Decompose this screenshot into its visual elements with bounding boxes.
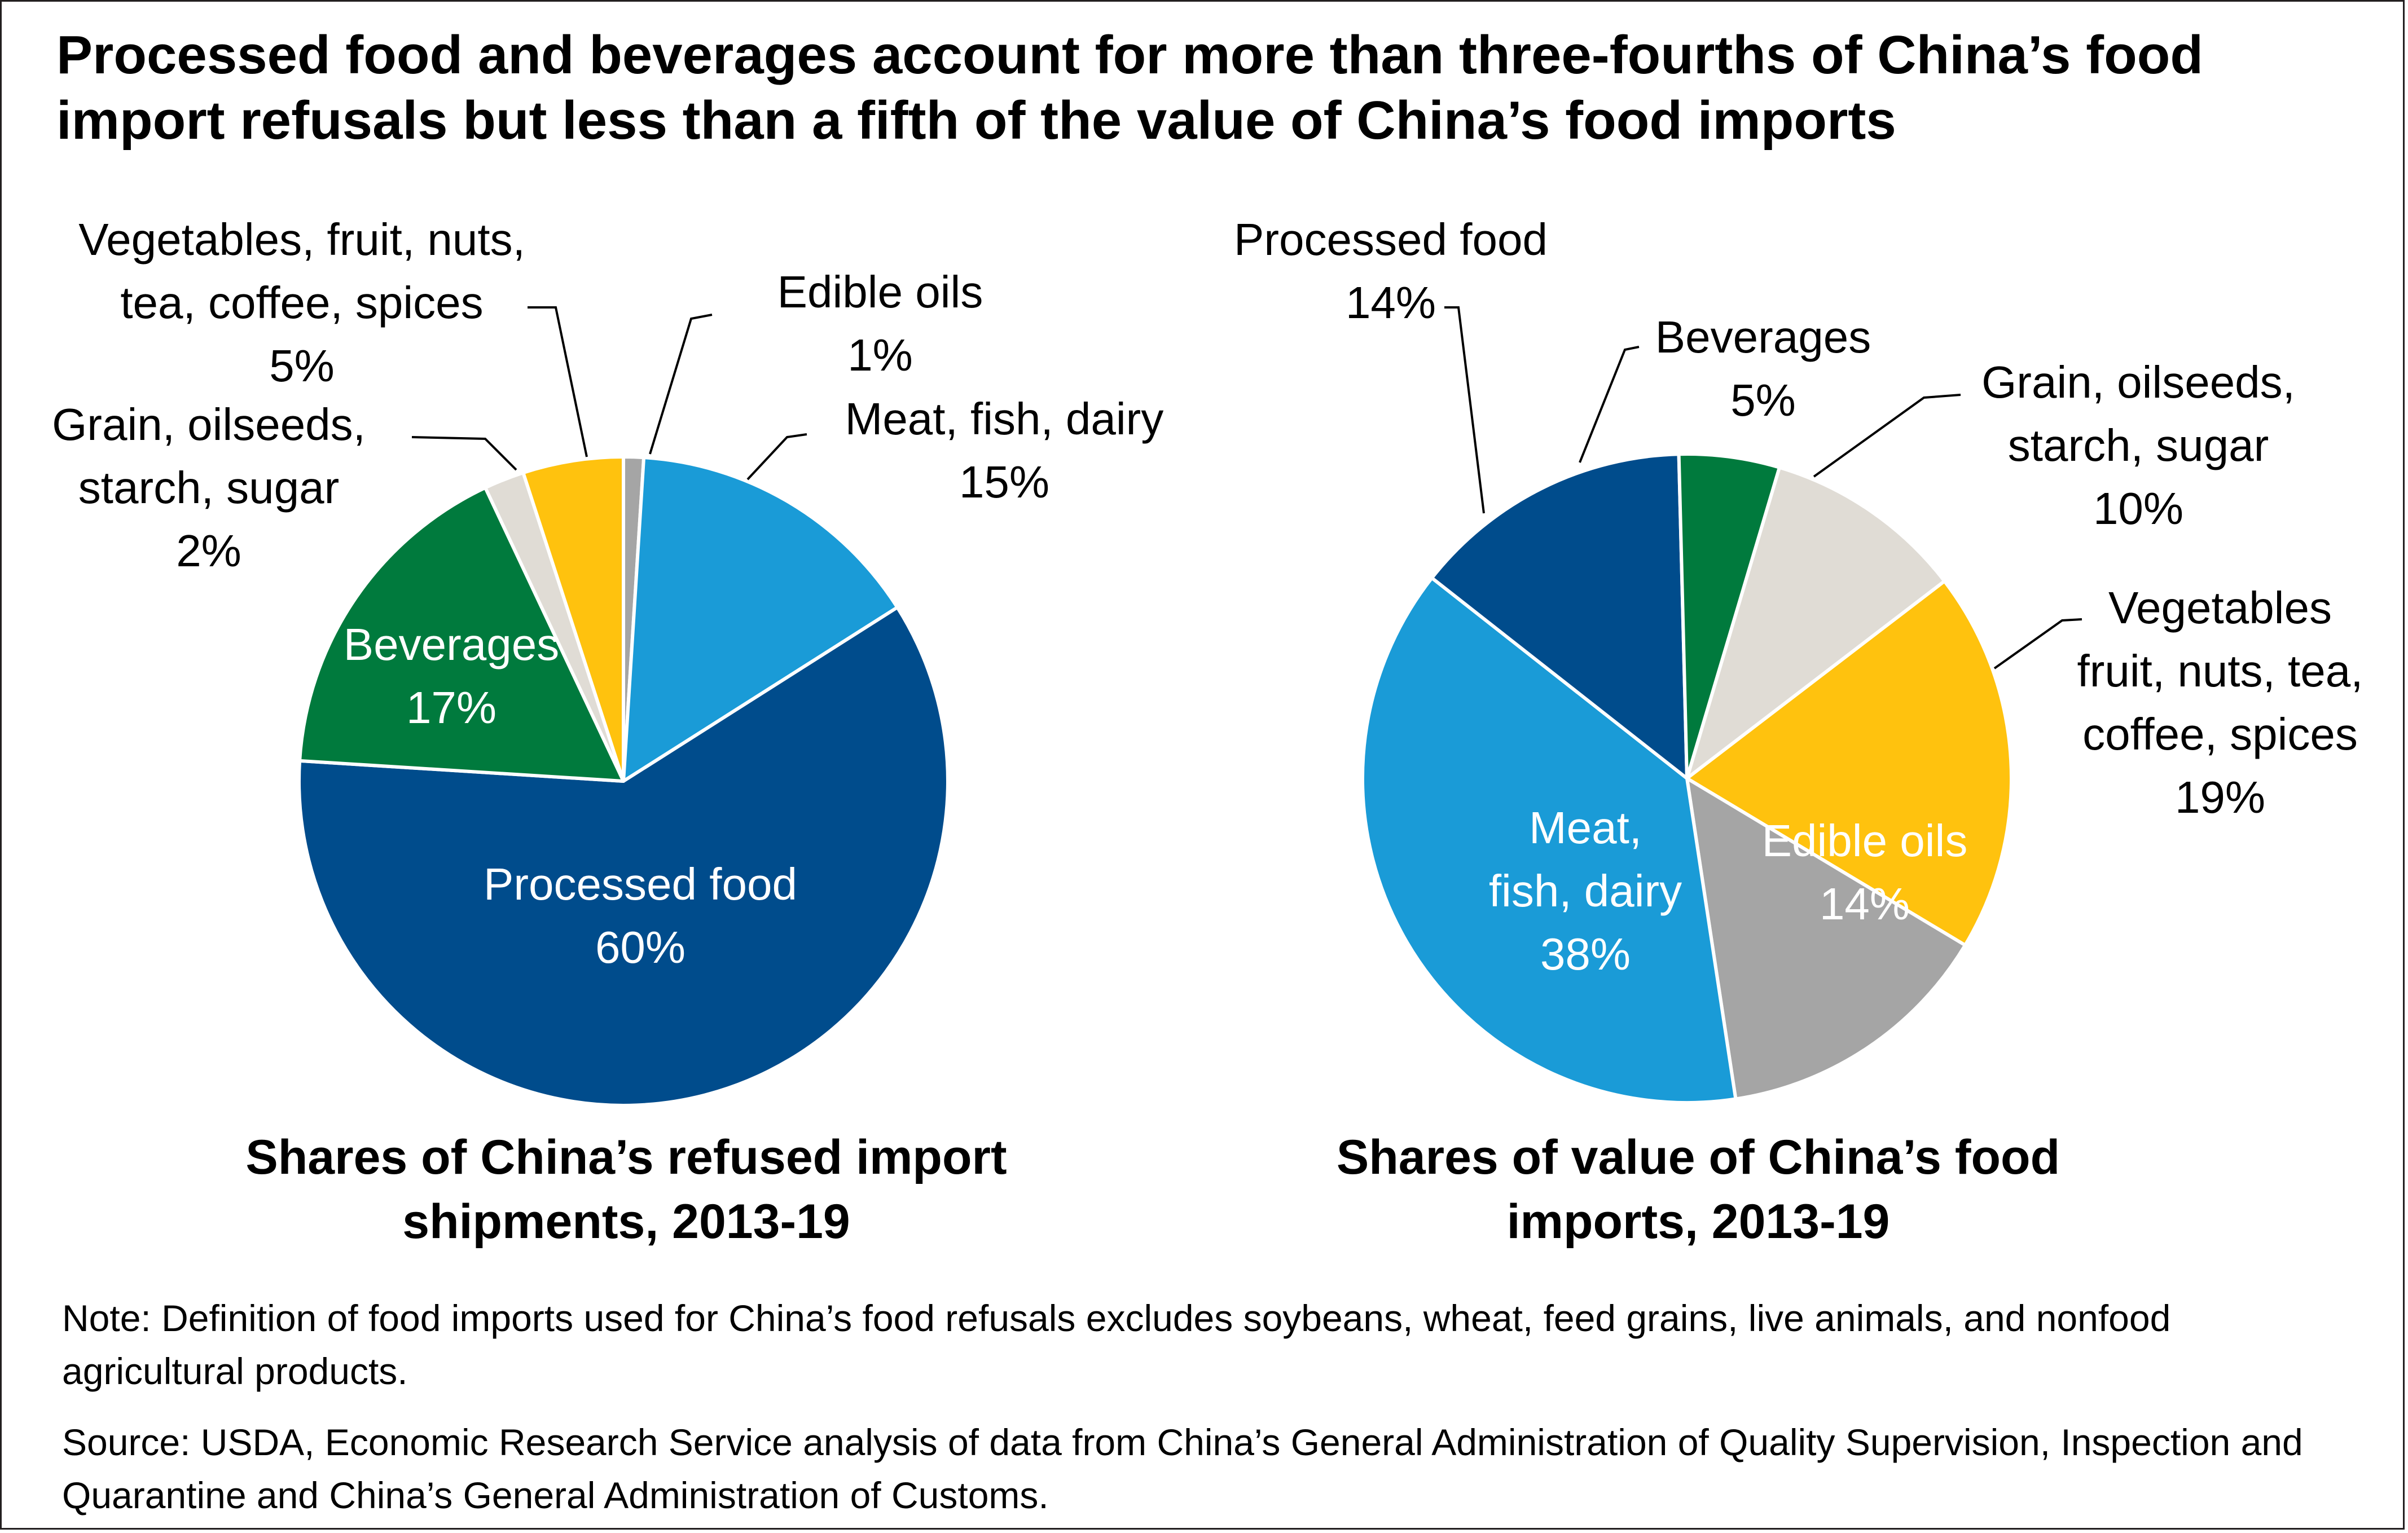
chart1-slice-meat-fish-dairy	[622, 456, 899, 783]
chart2-label-line: 14%	[1820, 879, 1910, 929]
chart1-label-vegetables: Vegetables, fruit, nuts, tea, coffee, spi…	[78, 214, 525, 391]
chart1-leader-vegetables	[528, 306, 588, 457]
chart1-slice-beverages	[298, 486, 625, 783]
chart2-label-line: 5%	[1730, 375, 1796, 425]
chart2-slice-grain	[1685, 465, 1946, 780]
chart1-label-line: 2%	[176, 526, 241, 576]
chart2-label-vegetables: Vegetables fruit, nuts, tea, coffee, spice…	[2077, 583, 2363, 822]
chart2-label-line: fruit, nuts, tea,	[2077, 646, 2363, 696]
chart1-label-edible-oils: Edible oils 1%	[777, 267, 983, 380]
chart1-label-line: Beverages	[344, 619, 559, 669]
chart2-label-line: Processed food	[1234, 214, 1548, 265]
chart1-label-line: tea, coffee, spices	[120, 277, 483, 328]
chart1-slice-vegetables	[521, 455, 625, 783]
chart1-leader-meat-fish-dairy	[746, 433, 807, 481]
chart2-leader-processed-food	[1444, 306, 1485, 514]
chart1-leader-grain	[411, 436, 517, 471]
chart2-leader-grain	[1813, 394, 1961, 478]
chart2-label-line: Edible oils	[1762, 816, 1968, 866]
chart1-label-line: starch, sugar	[78, 462, 339, 513]
chart1-label-line: Edible oils	[777, 267, 983, 317]
chart2-label-line: 19%	[2175, 772, 2265, 822]
chart2-label-line: 14%	[1346, 277, 1436, 328]
chart1-label-line: 1%	[847, 330, 913, 380]
chart1-label-line: Processed food	[484, 859, 797, 909]
chart2-label-line: 10%	[2093, 483, 2183, 534]
chart2-slice-meat-fish-dairy	[1360, 576, 1738, 1104]
chart1-label-processed-food: Processed food 60%	[484, 859, 797, 972]
chart1-label-grain: Grain, oilseeds, starch, sugar 2%	[52, 399, 366, 576]
chart1-label-meat-fish-dairy: Meat, fish, dairy 15%	[845, 394, 1164, 507]
chart2-label-processed-food: Processed food 14%	[1234, 214, 1548, 328]
right-chart-subtitle: Shares of value of China’s food imports,…	[1336, 1130, 2060, 1249]
chart2-label-line: Beverages	[1655, 312, 1871, 362]
chart2-label-beverages: Beverages 5%	[1655, 312, 1871, 425]
chart1-label-line: Vegetables, fruit, nuts,	[78, 214, 525, 265]
chart-title: Processed food and beverages account for…	[56, 25, 2203, 151]
chart2-label-line: starch, sugar	[2008, 420, 2269, 470]
chart1-label-line: 5%	[269, 341, 335, 391]
chart1-label-line: 15%	[959, 457, 1049, 507]
chart2-slice-edible-oils	[1685, 777, 1967, 1101]
chart1-slice-processed-food	[297, 605, 950, 1107]
chart2-label-line: Meat,	[1529, 803, 1642, 853]
chart2-leader-vegetables	[1993, 618, 2082, 669]
chart2-label-line: Vegetables	[2108, 583, 2332, 633]
chart1-label-line: 60%	[595, 922, 686, 972]
chart2-label-line: Grain, oilseeds,	[1981, 357, 2295, 407]
chart2-slice-beverages	[1677, 452, 1781, 780]
chart2-slice-vegetables	[1685, 579, 2013, 947]
chart2-label-line: 38%	[1540, 929, 1631, 979]
chart-source: Source: USDA, Economic Research Service …	[62, 1421, 2303, 1516]
chart2-label-line: fish, dairy	[1489, 866, 1682, 916]
left-chart-subtitle: Shares of China’s refused import shipmen…	[245, 1130, 1007, 1249]
chart2-slice-processed-food	[1430, 452, 1689, 780]
chart2-label-grain: Grain, oilseeds, starch, sugar 10%	[1981, 357, 2295, 534]
chart1-leader-edible-oils	[649, 314, 713, 455]
chart1-label-line: Meat, fish, dairy	[845, 394, 1164, 444]
chart2-label-edible-oils: Edible oils 14%	[1762, 816, 1968, 929]
chart2-label-line: coffee, spices	[2082, 709, 2358, 759]
chart2-leader-beverages	[1579, 346, 1640, 463]
chart1-label-line: 17%	[406, 682, 496, 733]
chart-note: Note: Definition of food imports used fo…	[62, 1297, 2171, 1392]
chart1-label-line: Grain, oilseeds,	[52, 399, 366, 450]
chart1-label-beverages: Beverages 17%	[344, 619, 559, 733]
chart2-label-meat-fish-dairy: Meat, fish, dairy 38%	[1489, 803, 1682, 979]
